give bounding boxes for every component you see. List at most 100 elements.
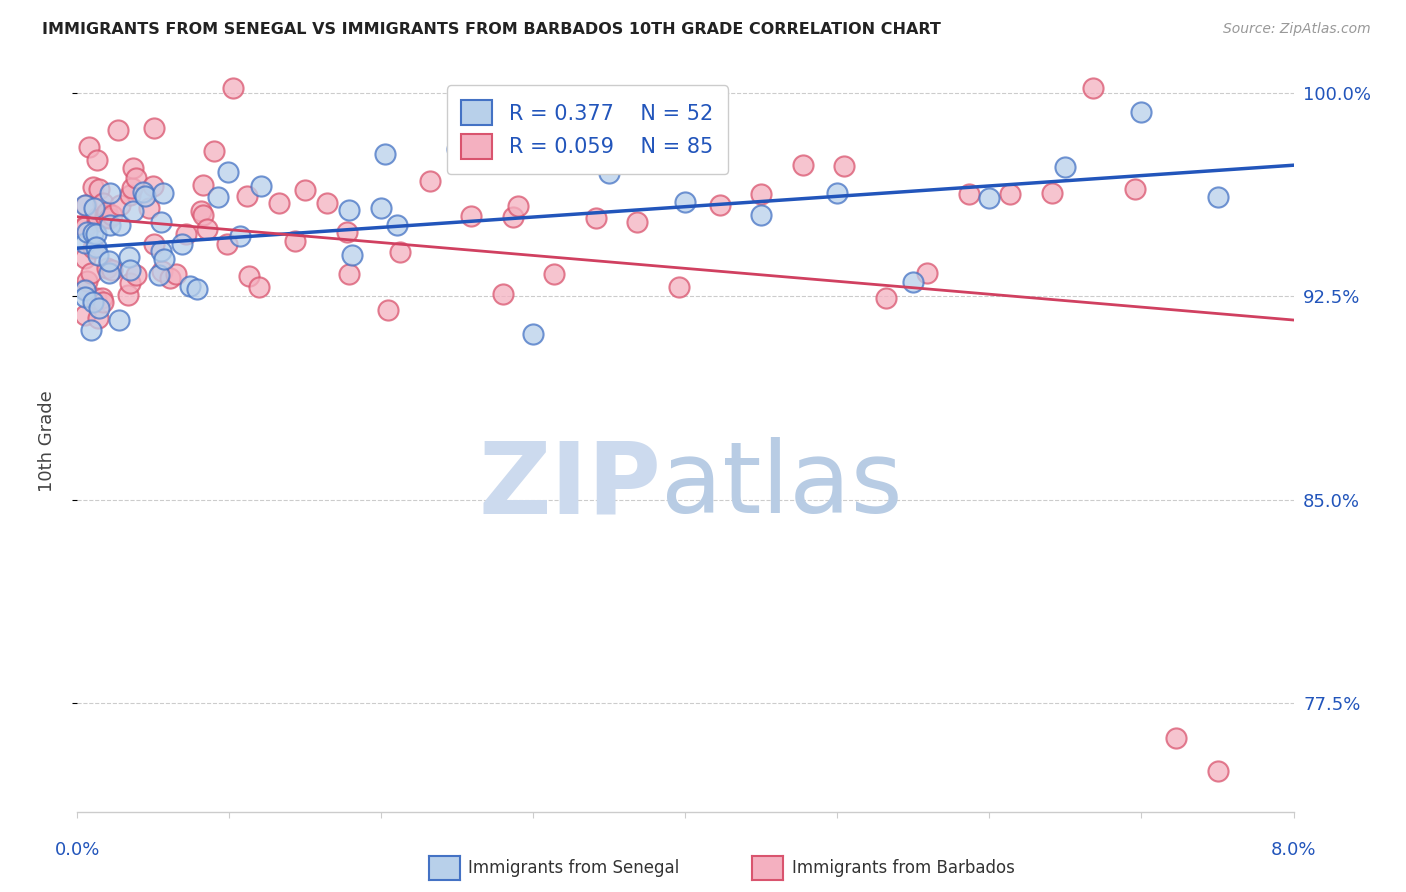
Point [97, 266, 120, 280]
Point [827, 186, 849, 200]
Point [751, 208, 773, 222]
Point [998, 186, 1021, 201]
Point [73, 220, 96, 235]
Point [337, 267, 360, 281]
Text: 8.0%: 8.0% [1271, 841, 1316, 859]
Point [97, 254, 120, 268]
Text: Source: ZipAtlas.com: Source: ZipAtlas.com [1223, 22, 1371, 37]
Point [82, 180, 104, 194]
Point [460, 209, 482, 223]
Point [186, 282, 208, 296]
Point [294, 183, 316, 197]
Point [86, 211, 108, 226]
Point [117, 288, 139, 302]
Point [502, 211, 524, 225]
Point [148, 268, 170, 283]
Point [315, 196, 337, 211]
Text: atlas: atlas [661, 437, 903, 534]
Point [1164, 731, 1187, 746]
Point [238, 268, 260, 283]
Point [217, 165, 239, 179]
Legend: R = 0.377    N = 52, R = 0.059    N = 85: R = 0.377 N = 52, R = 0.059 N = 85 [447, 86, 728, 174]
Point [150, 264, 173, 278]
Point [86, 248, 108, 262]
Point [73, 290, 96, 304]
Point [150, 215, 173, 229]
Point [97, 211, 120, 226]
Point [120, 263, 142, 277]
Point [142, 178, 165, 193]
Point [122, 204, 145, 219]
Point [82, 242, 104, 256]
Text: Immigrants from Senegal: Immigrants from Senegal [468, 859, 679, 877]
Text: ZIP: ZIP [478, 437, 661, 534]
Point [73, 219, 96, 233]
Point [190, 204, 212, 219]
Point [100, 208, 122, 222]
Point [91, 295, 114, 310]
Point [142, 236, 165, 251]
Point [125, 171, 148, 186]
Point [118, 250, 141, 264]
Point [176, 227, 198, 242]
Point [370, 201, 392, 215]
Point [118, 188, 141, 202]
Point [84, 227, 107, 241]
Text: Immigrants from Barbados: Immigrants from Barbados [792, 859, 1015, 877]
Point [87, 301, 110, 315]
Point [96, 260, 118, 275]
Point [84, 239, 107, 253]
Point [1123, 182, 1146, 196]
Point [1206, 190, 1229, 204]
Point [191, 178, 214, 193]
Point [249, 179, 271, 194]
Point [179, 278, 201, 293]
Point [73, 282, 96, 296]
Point [626, 215, 648, 229]
Point [73, 252, 96, 266]
Point [247, 280, 270, 294]
Point [236, 188, 259, 202]
Point [82, 226, 104, 240]
Point [108, 198, 131, 212]
Point [73, 308, 96, 322]
Point [668, 280, 690, 294]
Point [543, 267, 565, 281]
Point [87, 210, 110, 224]
Point [134, 189, 156, 203]
Point [76, 274, 98, 288]
Point [792, 158, 814, 172]
Text: 0.0%: 0.0% [55, 841, 100, 859]
Point [284, 234, 307, 248]
Point [419, 174, 441, 188]
Point [1054, 160, 1077, 174]
Point [337, 202, 360, 217]
Point [80, 267, 103, 281]
Point [195, 222, 218, 236]
Point [340, 248, 363, 262]
Point [834, 159, 856, 173]
Point [903, 275, 925, 289]
Point [91, 195, 114, 210]
Point [89, 181, 111, 195]
Point [269, 196, 291, 211]
Point [101, 262, 124, 277]
Point [100, 218, 122, 232]
Point [165, 268, 187, 282]
Point [1130, 104, 1153, 119]
Point [751, 186, 773, 201]
Point [91, 291, 114, 305]
Point [142, 120, 165, 135]
Point [83, 201, 105, 215]
Point [374, 147, 396, 161]
Point [87, 311, 110, 326]
Point [159, 271, 181, 285]
Point [709, 198, 731, 212]
Point [108, 312, 131, 326]
Point [149, 244, 172, 259]
Point [446, 142, 468, 156]
Point [80, 323, 103, 337]
Point [152, 186, 174, 201]
Point [96, 205, 118, 219]
Point [172, 237, 194, 252]
